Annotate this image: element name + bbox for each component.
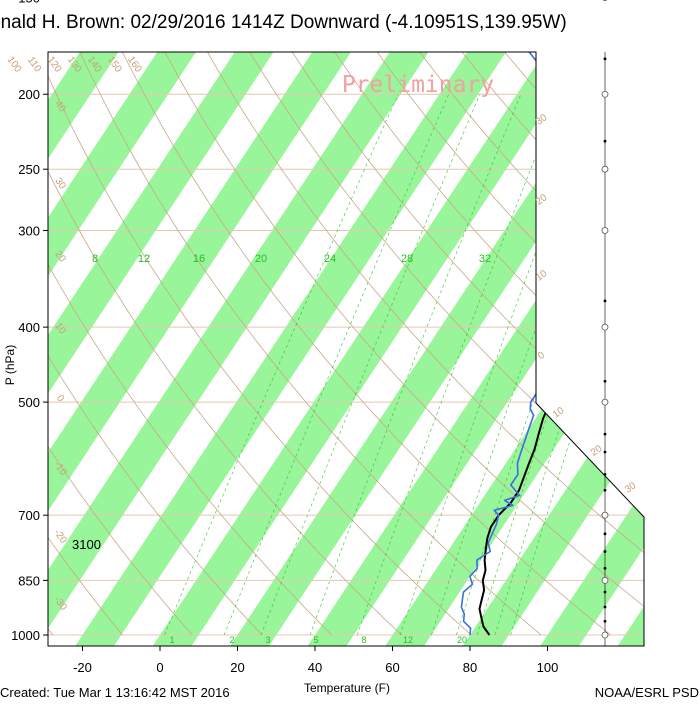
wind-barb-marker <box>602 632 608 638</box>
wind-barb-marker <box>604 532 607 535</box>
wind-barb-marker <box>604 451 607 454</box>
dry-adiabat <box>594 0 700 635</box>
isotherm-band <box>660 0 700 700</box>
wind-barb-marker <box>604 57 607 60</box>
wind-barb-marker <box>602 0 608 1</box>
mixing-ratio-bottom-label: 2 <box>229 635 234 645</box>
wind-barb-marker <box>604 591 607 594</box>
mixing-ratio-top-label: 20 <box>255 253 267 265</box>
right-edge-label: 0 <box>536 350 547 362</box>
x-tick-label: -20 <box>73 660 92 675</box>
wind-barb-marker <box>602 91 608 97</box>
x-tick-label: 100 <box>537 660 559 675</box>
y-tick-label: 150 <box>18 0 40 6</box>
y-tick-label: 850 <box>18 573 40 588</box>
mixing-ratio-bottom-label: 12 <box>403 635 413 645</box>
wind-barb-marker <box>604 473 607 476</box>
wind-barb-marker <box>602 577 608 583</box>
mixing-ratio-bottom-label: 20 <box>457 635 467 645</box>
y-axis-label: P (hPa) <box>3 345 17 385</box>
y-tick-label: 700 <box>18 508 40 523</box>
wind-barb-marker <box>604 620 607 623</box>
wind-barb-marker <box>604 606 607 609</box>
y-tick-label: 250 <box>18 162 40 177</box>
wind-barb-marker <box>604 567 607 570</box>
adiabat-label: 160 <box>125 55 144 75</box>
temperature-line <box>480 0 700 635</box>
mixing-ratio-top-label: 32 <box>479 253 491 265</box>
x-tick-label: 60 <box>385 660 399 675</box>
preliminary-watermark: Preliminary <box>342 72 494 98</box>
wind-barb-marker <box>602 512 608 518</box>
footer-created: Created: Tue Mar 1 13:16:42 MST 2016 <box>0 685 230 700</box>
wind-barb-marker <box>604 433 607 436</box>
mixing-ratio-top-label: 8 <box>92 253 98 265</box>
wind-barb-marker <box>602 227 608 233</box>
mixing-ratio-bottom-label: 8 <box>361 635 366 645</box>
y-tick-label: 400 <box>18 320 40 335</box>
mixing-ratio-top-label: 28 <box>401 253 413 265</box>
right-edge-label: 20 <box>589 443 605 459</box>
wind-barb-marker <box>602 166 608 172</box>
mixing-ratio-top-label: 24 <box>324 253 336 265</box>
mixing-ratio-top-label: 12 <box>138 253 150 265</box>
left-edge-label: 30 <box>52 176 68 192</box>
right-edge-label: 10 <box>551 405 567 421</box>
wind-barb-marker <box>604 380 607 383</box>
x-tick-label: 0 <box>156 660 163 675</box>
chart-title: onald H. Brown: 02/29/2016 1414Z Downwar… <box>0 12 567 33</box>
height-annotation: 3100 <box>72 537 101 552</box>
adiabat-label: 110 <box>25 55 43 75</box>
wind-barb-marker <box>602 324 608 330</box>
mixing-ratio-bottom-label: 1 <box>169 635 174 645</box>
wind-barb-marker <box>602 399 608 405</box>
x-tick-label: 80 <box>463 660 477 675</box>
y-tick-label: 300 <box>18 223 40 238</box>
mixing-ratio-bottom-label: 5 <box>313 635 318 645</box>
wind-barb-marker <box>604 300 607 303</box>
left-edge-label: 0 <box>54 393 66 404</box>
isotherm-band <box>272 0 700 700</box>
adiabat-label: 100 <box>5 55 24 75</box>
x-axis-label: Temperature (F) <box>304 681 390 695</box>
wind-barb-marker <box>604 140 607 143</box>
adiabat-label: 90 <box>0 57 2 73</box>
wind-barb-marker <box>604 550 607 553</box>
y-tick-label: 500 <box>18 395 40 410</box>
y-tick-label: 1000 <box>11 628 40 643</box>
y-tick-label: 200 <box>18 87 40 102</box>
x-tick-label: 20 <box>230 660 244 675</box>
mixing-ratio-top-label: 16 <box>193 253 205 265</box>
footer-credit: NOAA/ESRL PSD <box>595 685 699 700</box>
mixing-ratio-bottom-label: 3 <box>265 635 270 645</box>
x-tick-label: 40 <box>308 660 322 675</box>
right-edge-label: 30 <box>623 480 639 496</box>
wind-barb-marker <box>604 489 607 492</box>
